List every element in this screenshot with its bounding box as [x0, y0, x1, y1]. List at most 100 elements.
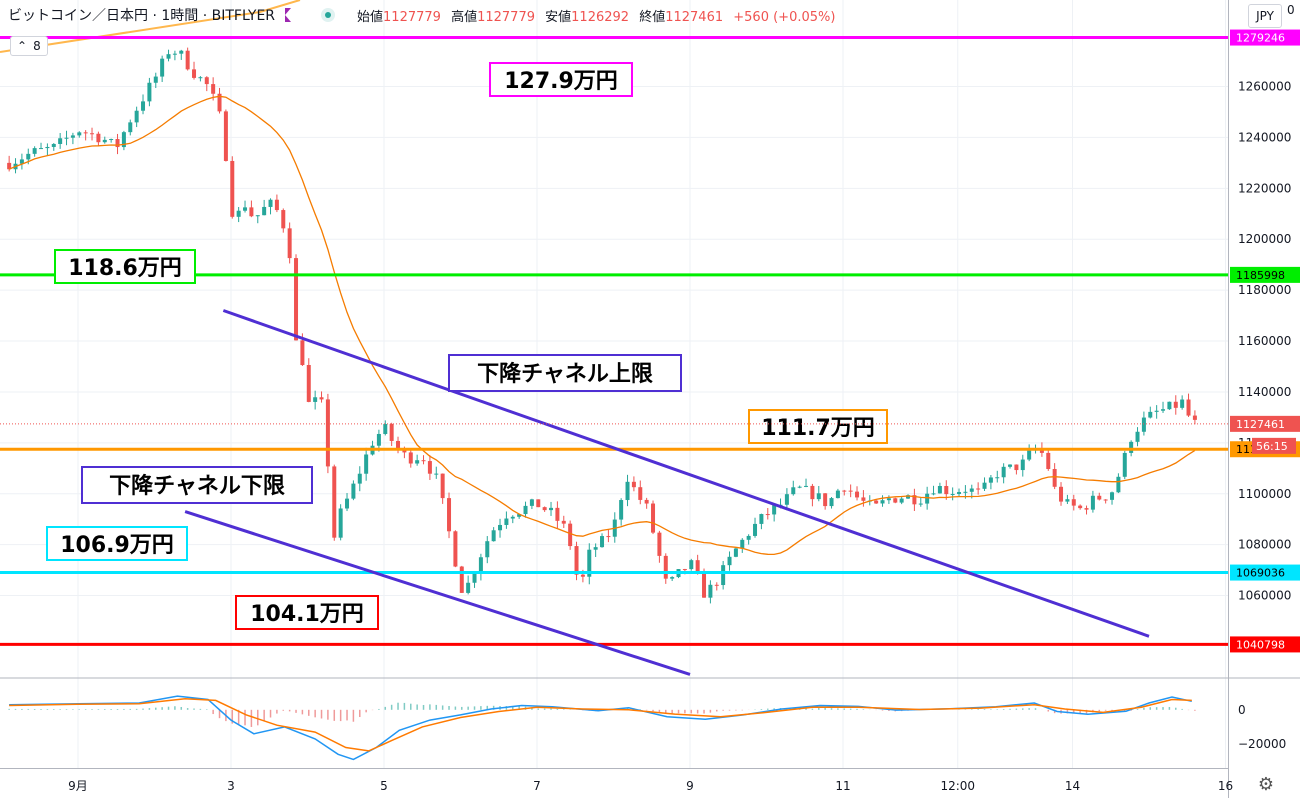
candle-body — [421, 460, 426, 462]
flag-icon[interactable] — [285, 8, 292, 22]
candle-body — [408, 452, 413, 464]
level-axis-tag: 1069036 — [1236, 567, 1285, 580]
low-value: 1126292 — [571, 9, 630, 25]
last-price-tag: 1127461 — [1236, 418, 1285, 431]
candle-body — [587, 549, 592, 577]
candle-body — [893, 498, 898, 503]
candle-body — [670, 577, 675, 579]
candle-body — [663, 555, 668, 579]
candle-body — [332, 466, 337, 538]
candle-body — [593, 547, 598, 550]
symbol-title[interactable]: ビットコイン／日本円 · 1時間 · BITFLYER — [8, 8, 276, 24]
candle-body — [810, 485, 815, 500]
candle-body — [695, 560, 700, 574]
change-value: +560 (+0.05%) — [733, 9, 836, 25]
candle-body — [453, 531, 458, 567]
candle-body — [217, 93, 222, 112]
candle-body — [147, 82, 152, 102]
candle-body — [102, 139, 107, 143]
candle-body — [931, 493, 936, 495]
level-label-box — [54, 249, 196, 284]
candle-body — [402, 449, 407, 453]
candle-body — [1059, 486, 1064, 502]
candle-body — [7, 162, 12, 170]
candle-body — [912, 495, 917, 505]
candle-body — [440, 473, 445, 499]
level-label: 111.7万円 — [761, 416, 875, 441]
candle-body — [536, 499, 541, 508]
candle-body — [1135, 431, 1140, 442]
level-label-box — [235, 595, 379, 630]
high-value: 1127779 — [477, 9, 535, 25]
candle-body — [504, 518, 509, 525]
candle-body — [77, 132, 82, 136]
indicator-toggle[interactable]: ⌃ 8 — [10, 36, 48, 56]
indicator-value: 8 — [33, 39, 41, 53]
candle-body — [644, 499, 649, 504]
candle-body — [415, 460, 420, 464]
candle-body — [357, 473, 362, 484]
candle-body — [243, 207, 248, 211]
candle-body — [1180, 399, 1185, 408]
candle-body — [880, 500, 885, 504]
candle-body — [1090, 495, 1095, 510]
candle-body — [1129, 441, 1134, 453]
candle-body — [1001, 466, 1006, 478]
candle-body — [1141, 417, 1146, 432]
channel-line — [184, 510, 691, 676]
candle-body — [96, 133, 101, 143]
level-axis-tag-bg — [1230, 636, 1300, 653]
candle-body — [300, 340, 305, 366]
candle-body — [510, 516, 515, 519]
candle-body — [899, 498, 904, 503]
candle-body — [485, 541, 490, 558]
candle-body — [549, 507, 554, 511]
candle-body — [172, 53, 177, 55]
gear-icon[interactable]: ⚙ — [1257, 774, 1275, 795]
candle-body — [198, 77, 203, 79]
level-axis-tag-bg — [1230, 29, 1300, 46]
candle-body — [721, 565, 726, 586]
candle-body — [472, 572, 477, 583]
level-label: 118.6万円 — [68, 256, 182, 281]
candle-body — [1103, 499, 1108, 501]
candle-body — [58, 138, 63, 144]
candle-body — [733, 548, 738, 557]
candle-body — [1167, 401, 1172, 410]
candle-body — [281, 210, 286, 229]
open-label: 始値 — [357, 9, 384, 25]
last-price-tag-bg — [1230, 415, 1300, 432]
candle-body — [568, 523, 573, 547]
candle-body — [32, 148, 37, 154]
candle-body — [268, 199, 273, 207]
candle-body — [944, 485, 949, 495]
candle-body — [957, 492, 962, 494]
candle-body — [950, 493, 955, 495]
y-tick-label: 1060000 — [1238, 589, 1291, 603]
candle-body — [1052, 469, 1057, 487]
candle-body — [682, 569, 687, 571]
level-label-box — [748, 409, 888, 444]
x-tick-label: 11 — [835, 779, 850, 793]
candle-body — [223, 111, 228, 161]
open-value: 1127779 — [383, 9, 441, 25]
candle-body — [1097, 495, 1102, 500]
candle-body — [1192, 415, 1197, 420]
candle-body — [982, 482, 987, 489]
candle-body — [179, 50, 184, 54]
y-tick-label: 1200000 — [1238, 232, 1291, 246]
candle-body — [835, 490, 840, 499]
candles — [7, 47, 1197, 604]
y-tick-label: 1180000 — [1238, 283, 1291, 297]
chevron-up-icon[interactable]: ⌃ — [17, 39, 28, 53]
y-tick-label: 1220000 — [1238, 181, 1291, 195]
level-label-box — [46, 526, 188, 561]
currency-button[interactable]: JPY — [1248, 4, 1282, 28]
candle-body — [1186, 399, 1191, 416]
candle-body — [829, 498, 834, 507]
candle-body — [160, 58, 165, 77]
candle-body — [1116, 476, 1121, 493]
candle-body — [1065, 499, 1070, 502]
candle-body — [651, 503, 656, 533]
